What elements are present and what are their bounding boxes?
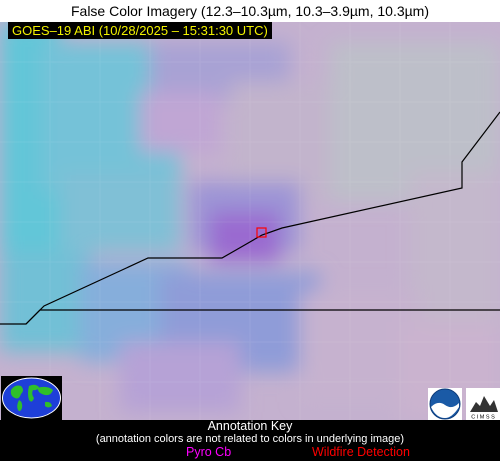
- annotation-key-note: (annotation colors are not related to co…: [95, 433, 405, 445]
- wildfire-detection-box: [256, 227, 267, 238]
- false-color-imagery: [0, 22, 500, 420]
- timestamp-label: GOES–19 ABI (10/28/2025 – 15:31:30 UTC): [8, 22, 272, 39]
- satellite-image: [0, 22, 500, 420]
- annotation-key-title: Annotation Key: [207, 419, 293, 433]
- annotation-key: Annotation Key (annotation colors are no…: [0, 420, 500, 461]
- annotation-key-legend: Pyro Cb Wildfire Detection: [0, 445, 500, 459]
- county-boundary-line: [25, 309, 500, 325]
- cimss-logo-icon: C I M S S: [466, 388, 500, 421]
- globe-logo-icon: [1, 376, 62, 420]
- image-title: False Color Imagery (12.3–10.3µm, 10.3–3…: [70, 3, 430, 19]
- pyro-cb-label: Pyro Cb: [186, 445, 232, 459]
- svg-text:C I M S S: C I M S S: [471, 415, 495, 421]
- cloud-texture: [0, 22, 500, 420]
- noaa-logo-icon: [428, 388, 462, 420]
- pixel-grid: [0, 22, 500, 420]
- wildfire-detection-label: Wildfire Detection: [312, 445, 410, 459]
